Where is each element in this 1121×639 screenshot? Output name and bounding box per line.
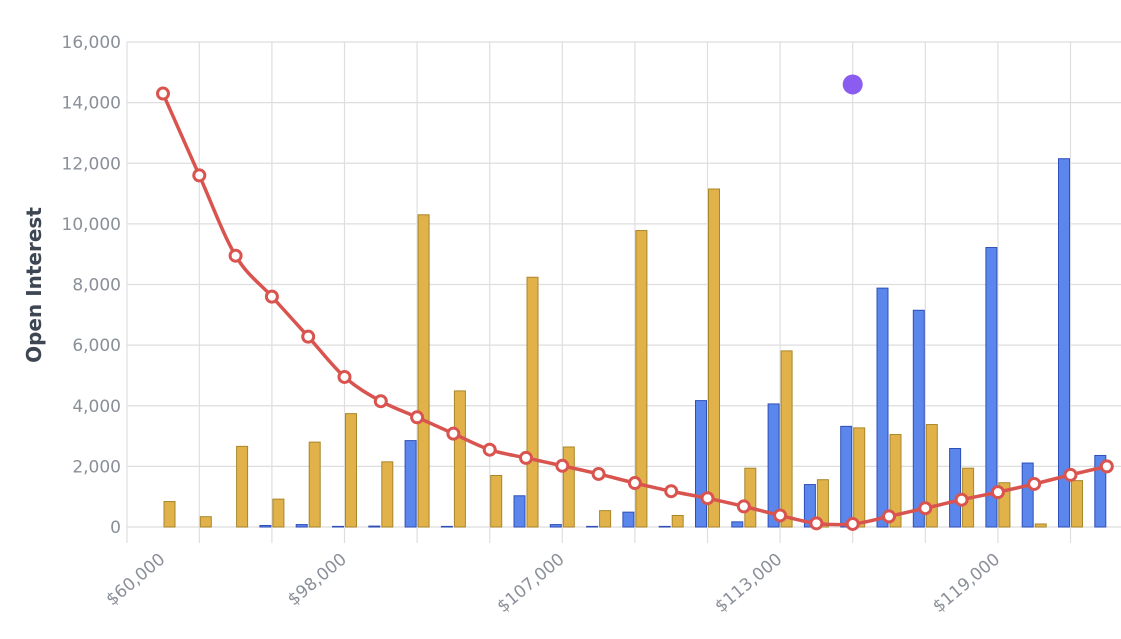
put-bar [599,510,612,528]
put-bar [272,498,285,528]
put-bar [490,474,503,528]
put-bar [453,390,466,528]
y-tick-label: 6,000 [72,336,121,356]
put-bar [925,424,938,528]
y-tick-label: 8,000 [72,276,121,296]
put-bar [236,445,249,528]
put-bar [998,482,1011,528]
call-bar [332,525,344,528]
put-bar [526,276,539,528]
call-bar [404,440,417,528]
put-bar [308,441,321,528]
iv-point [809,516,824,531]
call-bar [767,403,780,528]
call-bar [803,484,816,528]
y-tick-label: 10,000 [62,215,121,235]
call-bar [658,525,671,528]
call-bar [368,525,381,528]
put-bar [562,446,575,528]
call-bar [695,400,707,528]
iv-point [519,450,533,465]
y-axis-title: Open Interest [22,207,46,363]
call-bar [549,524,562,528]
iv-point [1063,467,1078,482]
iv-point [555,458,570,473]
put-bar [199,516,212,528]
put-bar [381,461,394,528]
iv-point [410,410,425,425]
iv-point [337,369,352,384]
iv-point [591,466,606,481]
put-bar [744,467,757,528]
price-marker [842,74,863,95]
call-bar [912,309,925,528]
iv-point [882,509,896,524]
iv-point [700,491,715,506]
iv-point [156,86,170,101]
y-tick-label: 12,000 [62,154,121,174]
y-tick-label: 2,000 [72,457,121,477]
call-bar [622,511,635,528]
call-bar [985,247,998,528]
iv-point [736,499,751,514]
iv-point [1027,476,1042,491]
call-bar [840,425,853,528]
call-bar [440,525,453,528]
iv-point [446,426,461,441]
iv-point [301,329,316,344]
put-bar [708,188,720,528]
put-bar [635,230,648,528]
bars-layer [163,158,1107,528]
iv-point [373,394,388,409]
call-bar [1058,158,1070,528]
call-bar [586,525,599,528]
put-bar [853,427,866,528]
iv-point [954,492,969,507]
iv-point [627,476,642,491]
x-tick-label: $107,000 [494,550,569,617]
put-bar [780,350,793,528]
put-bar [1071,480,1083,528]
x-tick-label: $60,000 [102,550,169,611]
iv-point [228,248,243,263]
iv-point [1099,459,1114,474]
iv-point [918,501,933,516]
x-tick-label: $98,000 [284,550,351,611]
call-bar [295,524,308,528]
iv-point [264,289,279,304]
put-bar [345,413,357,528]
x-tick-label: $119,000 [929,550,1004,617]
put-bar [889,434,902,528]
iv-point [845,516,860,531]
iv-point [664,484,679,499]
put-bar [163,501,176,528]
y-tick-label: 0 [110,518,121,538]
call-bar [731,521,744,528]
iv-line-layer [156,74,1114,531]
y-tick-label: 16,000 [62,33,121,53]
put-bar [417,214,430,528]
x-tick-label: $113,000 [711,550,786,617]
y-tick-label: 14,000 [62,94,121,114]
call-bar [1021,462,1034,528]
call-bar [876,287,889,528]
call-bar [1094,454,1107,528]
y-tick-label: 4,000 [72,397,121,417]
iv-point [773,508,788,523]
put-bar [816,479,829,528]
iv-point [192,168,207,183]
put-bar [1034,523,1047,528]
grid-layer [126,41,1121,543]
call-bar [259,524,272,528]
iv-point [482,442,497,457]
iv-point [990,485,1005,500]
put-bar [671,514,684,528]
call-bar [949,447,962,528]
call-bar [513,495,526,528]
